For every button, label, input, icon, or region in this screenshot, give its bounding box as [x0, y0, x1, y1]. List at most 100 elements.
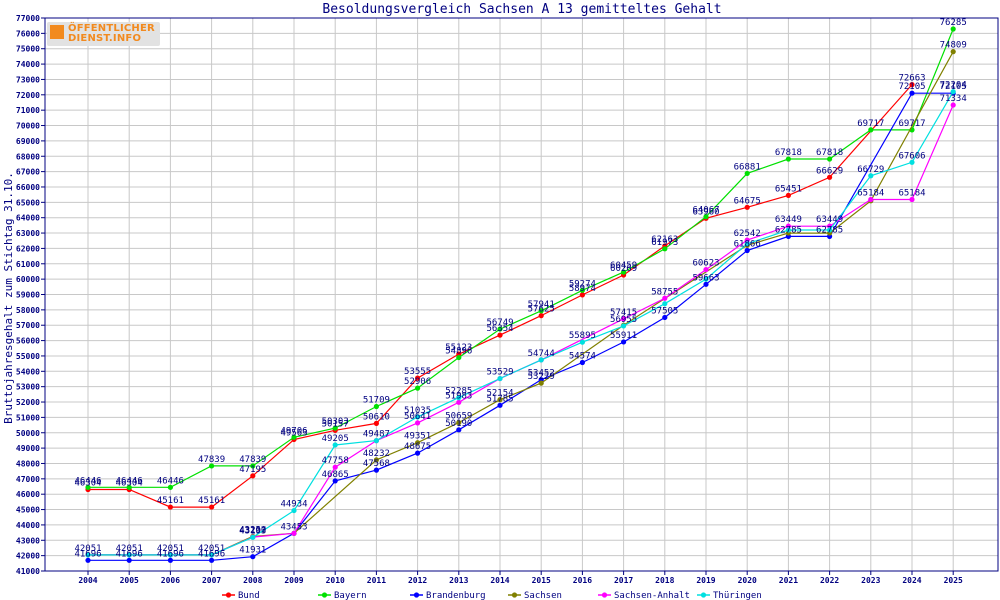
data-point [579, 287, 586, 293]
data-point [456, 420, 462, 426]
y-axis-label: Bruttojahresgehalt zum Stichtag 31.10. [2, 172, 15, 424]
legend-label: Brandenburg [426, 591, 486, 600]
data-point [250, 554, 256, 560]
data-point [785, 192, 792, 199]
data-point [579, 359, 586, 366]
data-label: 66729 [857, 165, 884, 175]
x-tick-label: 2015 [532, 576, 551, 585]
data-label: 43193 [239, 526, 266, 536]
data-label: 43250 [239, 525, 266, 535]
data-point [456, 395, 462, 401]
data-point [167, 557, 173, 563]
data-point [579, 292, 586, 298]
data-label: 45161 [157, 496, 184, 506]
data-label: 48675 [404, 442, 431, 452]
y-tick-label: 56000 [16, 337, 40, 346]
data-label: 53229 [528, 372, 555, 382]
y-tick-label: 47000 [16, 475, 40, 484]
data-label: 50190 [445, 419, 472, 429]
y-tick-label: 52000 [16, 398, 40, 407]
data-point [373, 438, 379, 444]
data-label: 50610 [363, 412, 390, 422]
y-tick-label: 45000 [16, 506, 40, 515]
data-label: 49205 [322, 434, 349, 444]
data-label: 64067 [692, 206, 719, 216]
data-label: 41696 [116, 549, 143, 559]
data-point [332, 442, 338, 448]
data-label: 53452 [528, 369, 555, 379]
x-tick-label: 2016 [573, 576, 592, 585]
data-point [744, 247, 750, 254]
data-point [785, 227, 792, 233]
legend-swatch-marker [413, 592, 420, 598]
data-point [456, 354, 462, 361]
data-label: 46446 [74, 476, 101, 486]
data-point [373, 403, 379, 410]
data-point [950, 26, 956, 32]
y-tick-label: 60000 [16, 275, 40, 284]
data-point [662, 301, 668, 307]
y-tick-label: 73000 [16, 75, 40, 84]
data-label: 41696 [157, 549, 184, 559]
data-label: 57415 [610, 308, 637, 318]
data-labels: 4644646304420514169646446463044205141696… [74, 18, 966, 559]
legend: Bund Bayern Brandenburg Sachsen Sachsen-Anha… [222, 591, 762, 600]
data-point [827, 227, 833, 233]
data-point [497, 397, 503, 403]
x-tick-label: 2010 [326, 576, 345, 585]
data-label: 76285 [940, 18, 967, 28]
data-point [744, 204, 750, 210]
data-label: 67818 [775, 148, 802, 158]
data-label: 42051 [157, 544, 184, 554]
series-line-brandenburg [88, 92, 954, 561]
data-point [415, 414, 421, 420]
data-point [662, 295, 668, 301]
data-label: 46446 [157, 476, 184, 486]
data-label: 55123 [445, 343, 472, 353]
data-point [250, 534, 256, 540]
data-label: 41696 [198, 549, 225, 559]
y-tick-label: 63000 [16, 229, 40, 238]
data-point [373, 420, 379, 426]
y-tick-label: 72000 [16, 91, 40, 100]
data-label: 54574 [569, 351, 596, 361]
data-label: 41696 [74, 549, 101, 559]
data-point [950, 49, 956, 55]
data-point [456, 427, 462, 433]
data-label: 49706 [280, 426, 307, 436]
grid [45, 17, 998, 572]
data-point [209, 552, 215, 558]
y-tick-label: 66000 [16, 183, 40, 192]
data-label: 67606 [898, 151, 925, 161]
data-label: 66881 [734, 162, 761, 172]
y-tick-label: 65000 [16, 198, 40, 207]
data-point [662, 314, 668, 321]
data-point [662, 246, 668, 252]
x-tick-label: 2021 [779, 576, 798, 585]
data-label: 63960 [692, 207, 719, 217]
data-point [538, 308, 544, 314]
data-point [332, 478, 338, 484]
data-point [456, 399, 462, 405]
data-label: 52154 [486, 389, 513, 399]
data-point [868, 196, 874, 203]
plot-frame [44, 17, 999, 572]
data-label: 49351 [404, 432, 431, 442]
x-tick-label: 2013 [449, 576, 468, 585]
x-tick-label: 2020 [738, 576, 757, 585]
x-tick-label: 2014 [490, 576, 509, 585]
data-label: 52906 [404, 377, 431, 387]
data-point [785, 223, 792, 229]
data-label: 59274 [569, 279, 596, 289]
data-label: 62785 [816, 225, 843, 235]
data-label: 43207 [239, 526, 266, 536]
y-tick-label: 54000 [16, 367, 40, 376]
y-tick-label: 67000 [16, 168, 40, 177]
legend-swatch-marker [511, 592, 518, 598]
data-label: 43453 [280, 522, 307, 532]
data-label: 60623 [692, 259, 719, 269]
data-point [827, 156, 833, 162]
data-point [621, 323, 627, 329]
data-label: 44934 [280, 500, 307, 510]
